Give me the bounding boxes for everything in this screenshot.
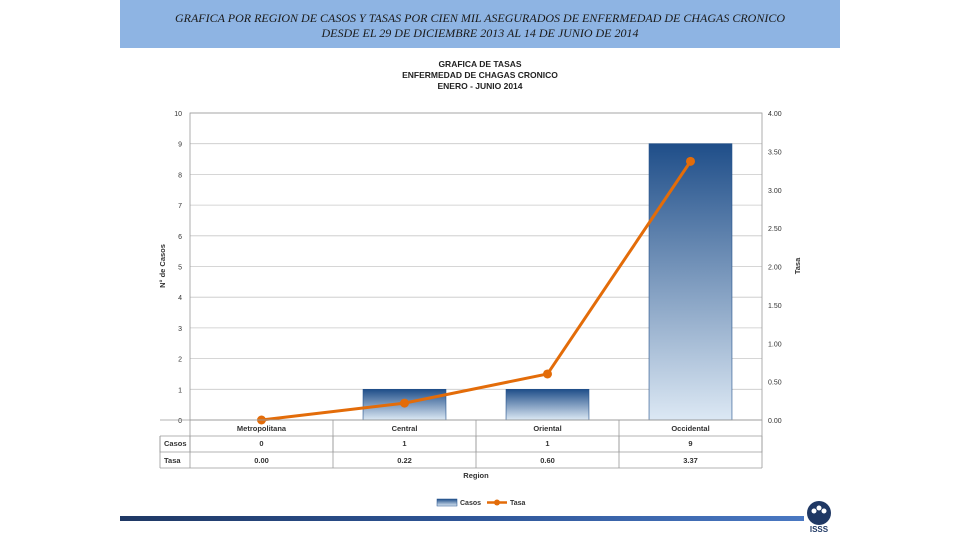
- y-tick-label: 6: [178, 234, 182, 241]
- y-tick-label: 2: [178, 357, 182, 364]
- bar-casos: [505, 388, 590, 421]
- y2-tick-label: 0.00: [768, 418, 782, 425]
- x-category-label: Metropolitana: [237, 424, 287, 433]
- tasa-line: [261, 160, 692, 422]
- legend-label-casos: Casos: [460, 500, 481, 507]
- casos-value: 1: [545, 439, 549, 448]
- y2-tick-label: 1.50: [768, 303, 782, 310]
- tasa-point: [400, 398, 409, 408]
- logo-text: ISSS: [810, 525, 829, 534]
- legend-swatch-casos: [436, 498, 458, 507]
- x-axis-title: Region: [463, 471, 489, 480]
- line-series: [257, 156, 695, 425]
- x-category-label: Oriental: [533, 424, 561, 433]
- y2-tick-label: 2.50: [768, 226, 782, 233]
- y-tick-label: 9: [178, 142, 182, 149]
- legend-label-tasa: Tasa: [510, 500, 526, 507]
- isss-logo: ISSS: [807, 501, 831, 534]
- tasa-value: 0.60: [540, 456, 555, 465]
- y-tick-label: 7: [178, 203, 182, 210]
- y-tick-label: 4: [178, 295, 182, 302]
- banner-title-line-1: GRAFICA POR REGION DE CASOS Y TASAS POR …: [174, 11, 786, 25]
- y-tick-label: 3: [178, 326, 182, 333]
- bar-casos: [648, 143, 733, 421]
- tasa-point: [686, 156, 695, 166]
- casos-value: 9: [688, 439, 692, 448]
- y2-axis-title: Tasa: [793, 257, 802, 274]
- y2-tick-label: 3.00: [768, 188, 782, 195]
- y2-tick-label: 1.00: [768, 341, 782, 348]
- y-tick-label: 0: [178, 418, 182, 425]
- title-banner: GRAFICA POR REGION DE CASOS Y TASAS POR …: [120, 0, 840, 48]
- y-tick-label: 8: [178, 172, 182, 179]
- casos-value: 1: [402, 439, 406, 448]
- y2-tick-label: 4.00: [768, 111, 782, 118]
- data-table: Metropolitana 0 0.00 Central 1 0.22 Oriental 1 0…: [159, 419, 763, 469]
- chart-title-line-2: ENFERMEDAD DE CHAGAS CRONICO: [402, 70, 558, 80]
- casos-value: 0: [259, 439, 263, 448]
- y-axis-title: N° de Casos: [158, 244, 167, 288]
- row-label-tasa: Tasa: [164, 456, 181, 465]
- row-label-casos: Casos: [164, 439, 187, 448]
- y-tick-label: 10: [174, 111, 182, 118]
- bar-series: [362, 143, 733, 421]
- y-tick-label: 1: [178, 387, 182, 394]
- x-category-label: Central: [392, 424, 418, 433]
- y2-tick-label: 3.50: [768, 149, 782, 156]
- tasa-value: 3.37: [683, 456, 698, 465]
- y2-tick-label: 2.00: [768, 265, 782, 272]
- chart-title-line-1: GRAFICA DE TASAS: [438, 59, 522, 69]
- tasa-value: 0.00: [254, 456, 269, 465]
- chart-title-line-3: ENERO - JUNIO 2014: [437, 81, 523, 91]
- y2-tick-label: 0.50: [768, 380, 782, 387]
- tasa-point: [543, 369, 552, 379]
- footer-bar: [120, 516, 804, 521]
- banner-title-line-2: DESDE EL 29 DE DICIEMBRE 2013 AL 14 DE J…: [321, 26, 639, 40]
- legend: Casos Tasa: [436, 498, 526, 507]
- x-category-label: Occidental: [671, 424, 709, 433]
- tasa-value: 0.22: [397, 456, 412, 465]
- legend-marker-tasa: [494, 499, 500, 506]
- y-tick-label: 5: [178, 265, 182, 272]
